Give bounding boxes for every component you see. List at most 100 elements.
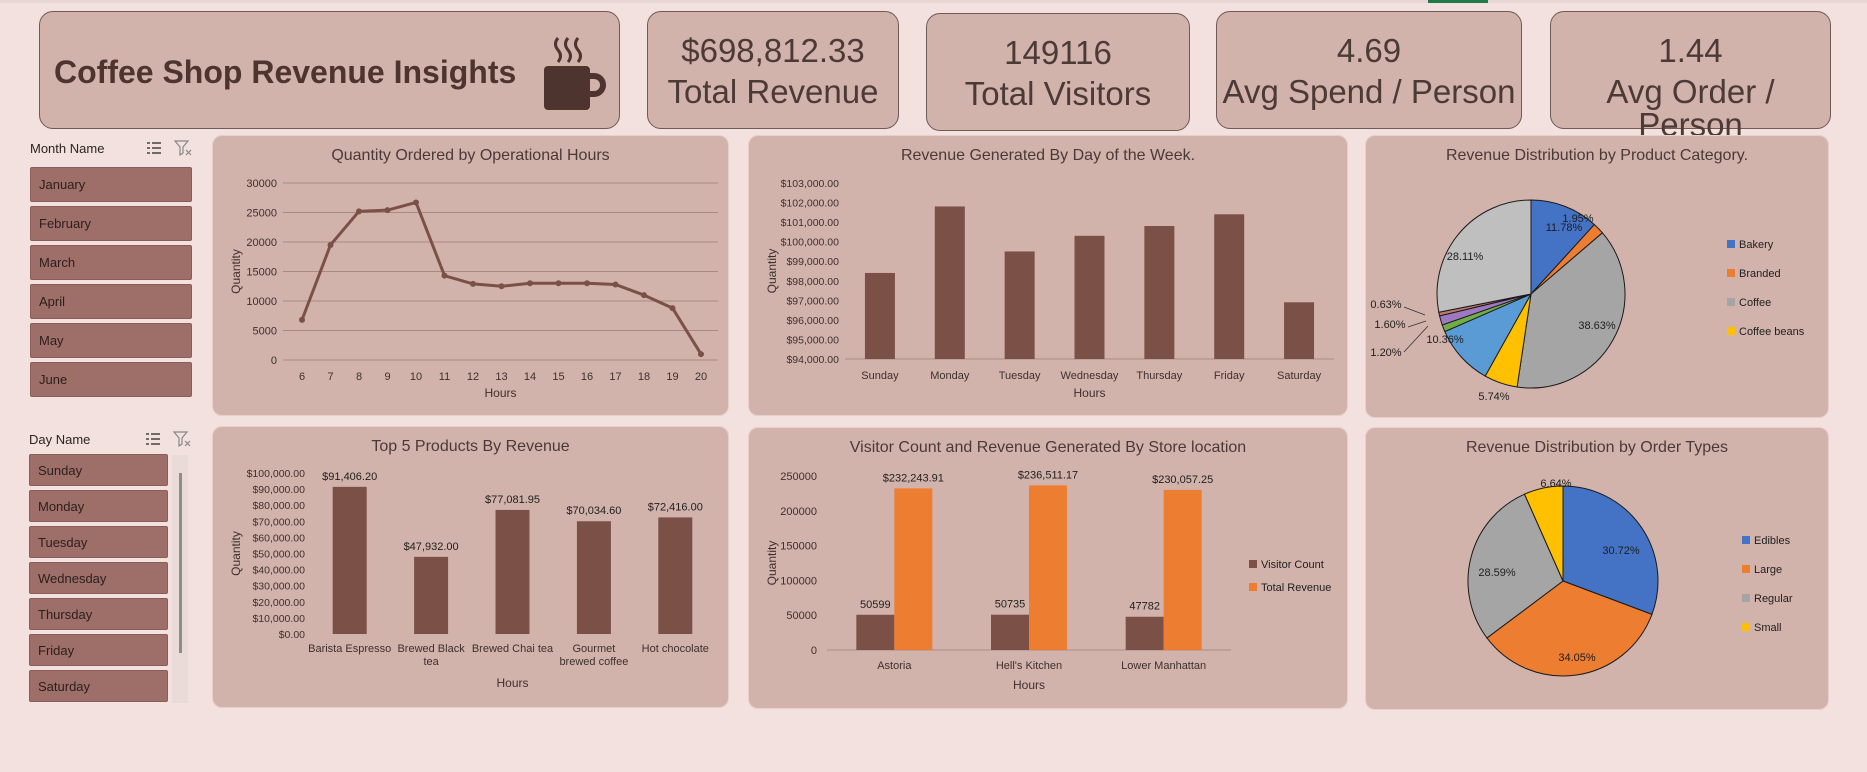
x-axis-label: Hours <box>496 676 528 690</box>
legend-label: Total Revenue <box>1261 582 1331 594</box>
y-tick-label: $101,000.00 <box>781 217 840 229</box>
slicer-icons <box>145 431 191 447</box>
bar <box>1284 302 1315 359</box>
bar <box>1029 485 1067 650</box>
data-point <box>612 281 619 288</box>
y-tick-label: $60,000.00 <box>252 532 305 544</box>
y-tick-label: $100,000.00 <box>781 237 840 249</box>
dashboard-title: Coffee Shop Revenue Insights <box>54 54 517 90</box>
kpi-label: Avg Order / Person <box>1606 73 1775 143</box>
bar <box>991 614 1029 650</box>
data-point <box>641 292 647 299</box>
x-tick-label: Hot chocolate <box>642 643 709 655</box>
x-tick-label: Saturday <box>1277 370 1322 382</box>
y-tick-label: 0 <box>811 645 817 657</box>
legend-label: Large <box>1754 564 1782 576</box>
x-tick-label: 18 <box>638 371 650 383</box>
bar <box>576 521 611 634</box>
month-item-april[interactable]: April <box>30 284 192 319</box>
y-tick-label: $40,000.00 <box>252 565 305 577</box>
y-tick-label: $0.00 <box>279 629 305 641</box>
y-tick-label: 250000 <box>780 471 817 483</box>
data-label: $91,406.20 <box>322 471 377 483</box>
slice-label: 0.63% <box>1370 299 1401 311</box>
chart-order-types-svg: 30.72% 34.05% 28.59% 6.64% Edibles Large Regul… <box>1467 478 1793 677</box>
clear-filter-icon[interactable] <box>174 140 192 156</box>
y-tick-label: 50000 <box>786 610 817 622</box>
legend-label: Regular <box>1754 593 1793 605</box>
x-tick-label: 20 <box>695 371 707 383</box>
data-label: 50735 <box>995 599 1026 611</box>
month-slicer: Month Name January February March April … <box>30 135 192 401</box>
chart-revenue-by-day: $94,000.00 $95,000.00 $96,000.00 $97,000.00… <box>748 135 1348 416</box>
month-item-february[interactable]: February <box>30 206 192 241</box>
chart-revenue-by-category: 11.78% 1.95% 38.63% 5.74% 10.36% 1.20% 1.60% 0.… <box>1365 135 1829 418</box>
month-item-march[interactable]: March <box>30 245 192 280</box>
x-tick-label: 9 <box>384 371 390 383</box>
y-axis-label: Quantity <box>765 249 779 294</box>
slice-label: 28.11% <box>1447 251 1484 263</box>
slice-label: 5.74% <box>1478 391 1509 403</box>
legend-label: Branded <box>1739 268 1781 280</box>
day-item-monday[interactable]: Monday <box>29 490 168 522</box>
month-item-may[interactable]: May <box>30 323 192 358</box>
pie-slice <box>1562 485 1659 616</box>
bar <box>1214 214 1245 359</box>
kpi-avg-spend: 4.69 Avg Spend / Person <box>1216 11 1522 129</box>
x-tick-label: Gourmet <box>573 643 616 655</box>
x-tick-label: 15 <box>552 371 564 383</box>
x-tick-label: 14 <box>524 371 536 383</box>
legend-swatch <box>1249 560 1257 568</box>
month-slicer-title: Month Name <box>30 140 105 156</box>
x-axis-label: Hours <box>1013 678 1045 692</box>
slice-label: 6.64% <box>1540 478 1571 490</box>
data-point <box>527 280 533 287</box>
leader-line <box>1407 320 1427 328</box>
month-item-june[interactable]: June <box>30 362 192 397</box>
day-item-wednesday[interactable]: Wednesday <box>29 562 168 594</box>
data-point <box>498 283 505 290</box>
x-tick-label: Brewed Chai tea <box>472 643 554 655</box>
y-tick-label: $70,000.00 <box>252 516 305 528</box>
sheet-top-strip <box>0 0 1867 3</box>
kpi-label: Total Revenue <box>667 73 879 110</box>
chart-revenue-by-category-svg: 11.78%1.95% 38.63% 5.74% 10.36% 1.20% 1.60% 0.… <box>1370 199 1805 403</box>
series-line <box>300 200 703 355</box>
day-item-tuesday[interactable]: Tuesday <box>29 526 168 558</box>
slice-label: 1.60% <box>1374 319 1405 331</box>
multi-select-icon[interactable] <box>146 140 162 156</box>
y-tick-label: $97,000.00 <box>786 295 839 307</box>
x-tick-label: Thursday <box>1136 370 1182 382</box>
month-item-january[interactable]: January <box>30 167 192 202</box>
x-tick-label: Brewed Black <box>397 643 465 655</box>
y-tick-label: 10000 <box>246 296 277 308</box>
data-label: $72,416.00 <box>648 501 703 513</box>
data-point <box>413 199 419 206</box>
bar <box>894 488 933 650</box>
day-slicer-scrollbar[interactable] <box>172 455 188 703</box>
chart-title: Revenue Distribution by Order Types <box>1465 439 1729 456</box>
day-item-sunday[interactable]: Sunday <box>29 454 168 486</box>
day-item-saturday[interactable]: Saturday <box>29 670 168 702</box>
x-tick-label: brewed coffee <box>559 656 628 668</box>
chart-quantity-by-hours: 0 5000 10000 15000 20000 25000 30000 6 7 8 9 10 11 12… <box>212 135 729 416</box>
multi-select-icon[interactable] <box>145 431 161 447</box>
day-item-thursday[interactable]: Thursday <box>29 598 168 630</box>
data-point <box>384 207 391 214</box>
clear-filter-icon[interactable] <box>173 431 191 447</box>
x-tick-label: 11 <box>439 371 450 383</box>
chart-title: Top 5 Products By Revenue <box>371 438 570 455</box>
y-tick-label: $103,000.00 <box>781 178 840 190</box>
kpi-value: 149116 <box>1004 34 1112 71</box>
legend-swatch <box>1742 623 1750 631</box>
y-tick-label: $30,000.00 <box>252 581 305 593</box>
day-item-friday[interactable]: Friday <box>29 634 168 666</box>
kpi-total-revenue: $698,812.33 Total Revenue <box>647 11 899 129</box>
slice-label: 34.05% <box>1558 652 1596 664</box>
x-tick-label: 13 <box>495 371 507 383</box>
x-tick-label: 6 <box>299 371 305 383</box>
y-tick-label: $102,000.00 <box>781 198 840 210</box>
data-label: $70,034.60 <box>566 505 621 517</box>
day-slicer-header: Day Name <box>29 426 191 452</box>
scrollbar-thumb[interactable] <box>179 473 182 653</box>
